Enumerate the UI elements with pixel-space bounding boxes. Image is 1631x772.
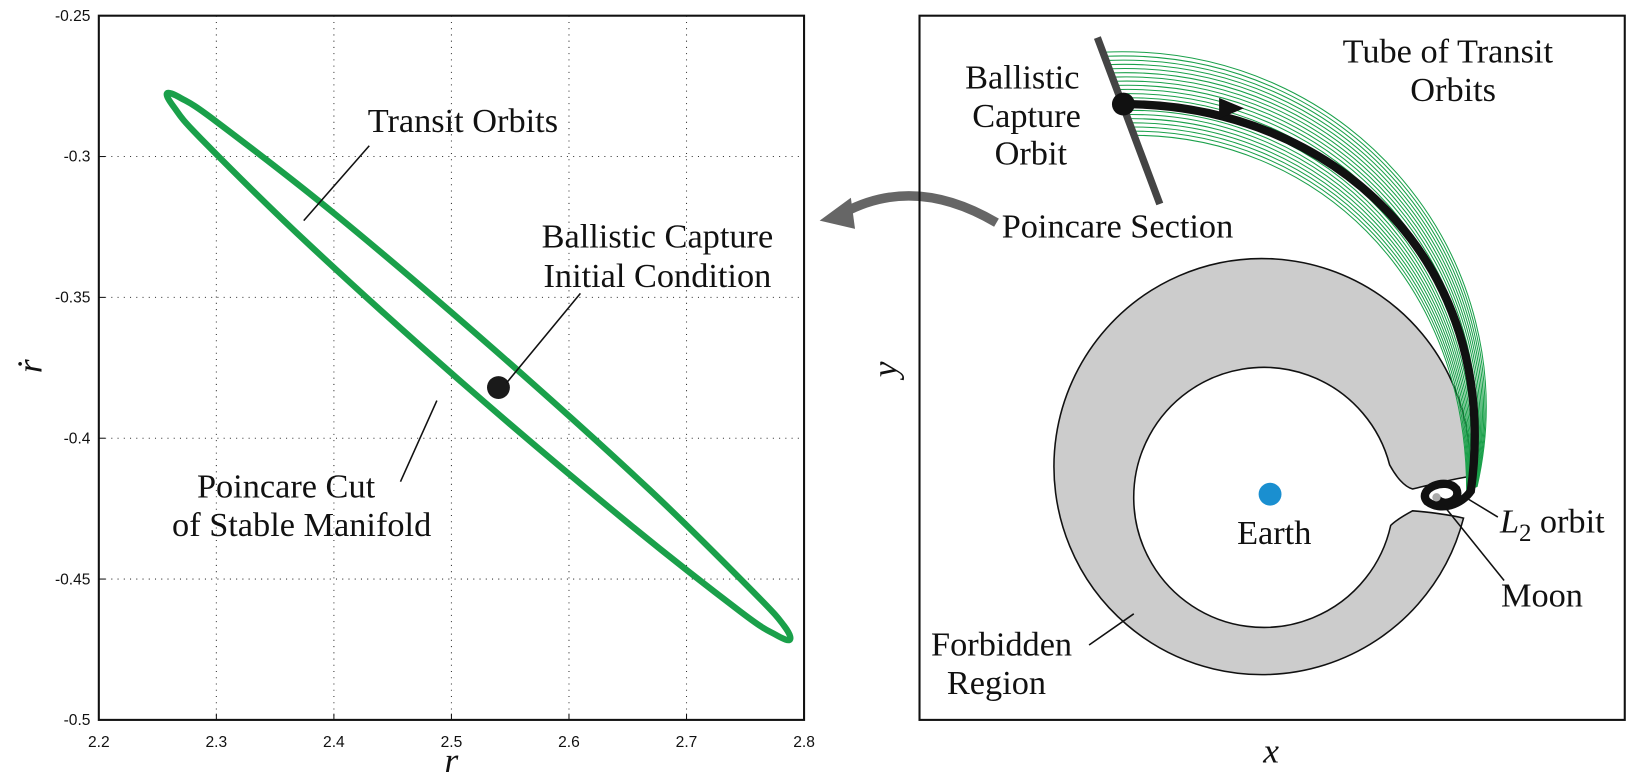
y-tick-label: -0.25 bbox=[55, 8, 91, 25]
earth bbox=[1259, 483, 1282, 506]
y-axis-label: ṙ bbox=[10, 359, 50, 373]
l2-main: L bbox=[1499, 503, 1519, 541]
annotation-line: Transit Orbits bbox=[368, 102, 558, 140]
tube-label: Tube of Transit Orbits bbox=[1343, 33, 1562, 109]
section-label: Poincare Section bbox=[1002, 207, 1234, 245]
x-tick-label: 2.8 bbox=[793, 734, 815, 751]
x-tick-label: 2.7 bbox=[676, 734, 698, 751]
x-axis-label: x bbox=[1262, 731, 1279, 771]
l2-label: L2 orbit bbox=[1499, 503, 1605, 547]
annotation-leader bbox=[507, 293, 581, 382]
link-arrowhead bbox=[820, 198, 855, 229]
x-tick-label: 2.2 bbox=[88, 734, 110, 751]
label-line: Region bbox=[947, 664, 1046, 702]
y-tick-label: -0.35 bbox=[55, 290, 91, 307]
y-tick-label: -0.3 bbox=[64, 149, 91, 166]
label-line: Capture bbox=[972, 97, 1081, 135]
y-tick-label: -0.45 bbox=[55, 571, 91, 588]
l2-sub: 2 bbox=[1519, 520, 1531, 547]
l2-rest: orbit bbox=[1540, 503, 1605, 541]
orbit-diagram: Ballistic Capture Orbit Tube of Transit … bbox=[865, 16, 1625, 771]
label-line: Tube of Transit bbox=[1343, 33, 1554, 71]
x-axis-label: r bbox=[445, 740, 459, 772]
label-line: Forbidden bbox=[931, 625, 1072, 663]
y-axis-label: y bbox=[865, 361, 905, 380]
x-tick-label: 2.3 bbox=[206, 734, 228, 751]
x-tick-label: 2.6 bbox=[558, 734, 580, 751]
capture-orbit-label: Ballistic Capture Orbit bbox=[965, 59, 1089, 173]
annotation-line: Initial Condition bbox=[543, 257, 771, 295]
annotation-line: of Stable Manifold bbox=[172, 506, 431, 544]
y-tick-label: -0.4 bbox=[64, 430, 91, 447]
annotation: Transit Orbits bbox=[368, 102, 558, 140]
manifold-cut bbox=[167, 93, 791, 640]
capture-point bbox=[1112, 93, 1135, 116]
x-tick-label: 2.4 bbox=[323, 734, 345, 751]
capture-condition bbox=[487, 376, 510, 399]
moon-label: Moon bbox=[1501, 577, 1583, 615]
earth-label: Earth bbox=[1237, 514, 1311, 552]
forbidden-label: Forbidden Region bbox=[931, 625, 1081, 701]
figure: 2.22.32.42.52.62.72.8-0.5-0.45-0.4-0.35-… bbox=[0, 0, 1631, 772]
forbidden-region bbox=[1054, 259, 1470, 675]
forbidden-leader bbox=[1089, 614, 1134, 645]
annotation-line: Ballistic Capture bbox=[542, 218, 774, 256]
annotation-line: Poincare Cut bbox=[197, 467, 376, 505]
label-line: Orbit bbox=[995, 134, 1068, 172]
l2-leader bbox=[1469, 499, 1498, 517]
poincare-section bbox=[1097, 38, 1159, 204]
annotation-leader bbox=[400, 401, 436, 482]
label-line: Ballistic bbox=[965, 59, 1079, 97]
moon bbox=[1432, 493, 1440, 501]
label-line: Orbits bbox=[1410, 71, 1496, 109]
y-tick-label: -0.5 bbox=[64, 712, 91, 729]
